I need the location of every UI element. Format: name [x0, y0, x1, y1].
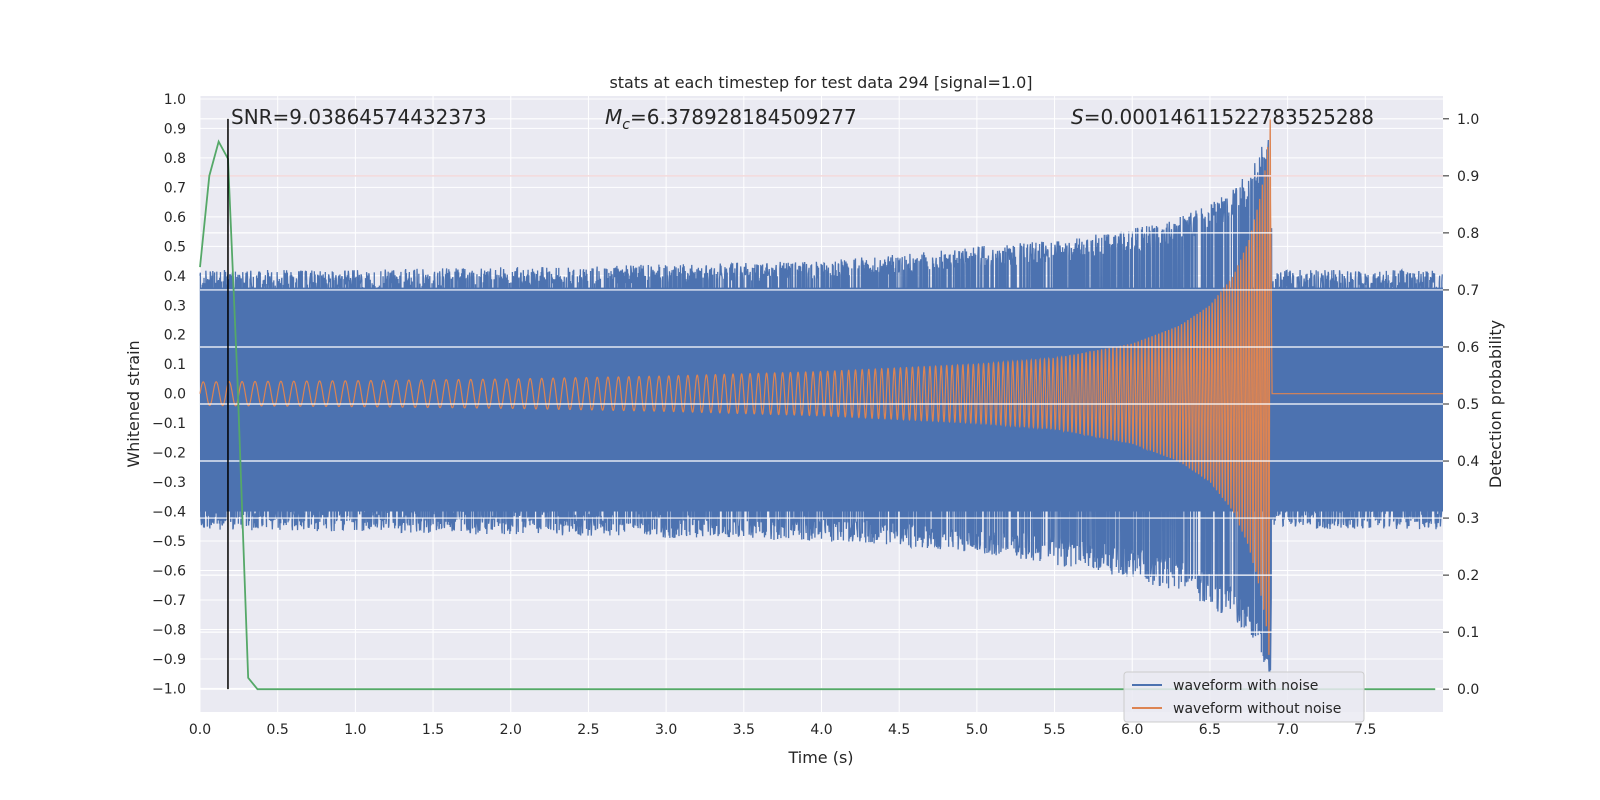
legend-label-noise: waveform with noise: [1173, 678, 1318, 694]
y-right-tick-label: 0.4: [1457, 454, 1479, 470]
chirp-mass-value: =6.378928184509277: [630, 105, 857, 129]
y-left-tick-label: −0.5: [152, 534, 186, 550]
x-axis-label: Time (s): [787, 748, 853, 767]
y-right-tick-label: 0.1: [1457, 625, 1479, 641]
x-tick-label: 3.5: [733, 722, 755, 738]
series-detection-probability: [199, 139, 1436, 691]
legend-box: [1123, 671, 1365, 723]
y-right-tick-label: 0.7: [1457, 283, 1479, 299]
y-left-tick-label: −0.6: [152, 564, 186, 580]
y-right-tick-label: 0.3: [1457, 511, 1479, 527]
y-left-tick-label: −1.0: [152, 681, 186, 697]
y-left-tick-label: 0.5: [164, 239, 186, 255]
legend-label-clean: waveform without noise: [1173, 701, 1341, 717]
x-tick-label: 1.0: [344, 722, 366, 738]
y-left-tick-label: −0.7: [152, 593, 186, 609]
x-tick-label: 5.5: [1043, 722, 1065, 738]
y-left-tick-label: −0.1: [152, 416, 186, 432]
y-left-tick-label: 0.1: [164, 357, 186, 373]
chirp-mass-annotation: Mc=6.378928184509277: [605, 105, 857, 133]
y-left-tick-label: 0.4: [164, 269, 186, 285]
x-tick-label: 6.5: [1199, 722, 1221, 738]
y-left-tick-label: −0.4: [152, 505, 186, 521]
s-annotation: S=0.00014611522783525288: [1071, 105, 1374, 129]
y-left-tick-label: 0.3: [164, 298, 186, 314]
y-left-tick-label: −0.3: [152, 475, 186, 491]
x-tick-label: 2.5: [577, 722, 599, 738]
y-right-tick-label: 0.8: [1457, 226, 1479, 242]
x-tick-label: 2.0: [500, 722, 522, 738]
s-symbol: S: [1071, 105, 1084, 129]
y-right-tick-label: 0.0: [1457, 682, 1479, 698]
x-tick-label: 0.5: [267, 722, 289, 738]
y-axis-label-left: Whitened strain: [124, 340, 143, 467]
y-right-tick-label: 0.9: [1457, 169, 1479, 185]
x-tick-label: 3.0: [655, 722, 677, 738]
legend: waveform with noise waveform without noi…: [1123, 671, 1365, 723]
y-left-tick-label: 0.7: [164, 180, 186, 196]
y-right-tick-label: 0.2: [1457, 568, 1479, 584]
x-tick-label: 4.5: [888, 722, 910, 738]
y-left-tick-label: 0.2: [164, 328, 186, 344]
y-left-tick-label: −0.8: [152, 622, 186, 638]
chart-title: stats at each timestep for test data 294…: [609, 73, 1032, 92]
x-tick-label: 7.0: [1276, 722, 1298, 738]
x-tick-label: 5.0: [966, 722, 988, 738]
y-left-tick-label: 0.8: [164, 151, 186, 167]
chirp-mass-symbol: M: [605, 105, 622, 129]
y-right-tick-label: 0.5: [1457, 397, 1479, 413]
x-tick-label: 1.5: [422, 722, 444, 738]
y-left-tick-label: −0.9: [152, 652, 186, 668]
y-left-tick-label: 0.0: [164, 387, 186, 403]
y-axis-label-right: Detection probability: [1486, 320, 1505, 488]
ticks-layer: 0.0 0.5 1.0 1.5 2.0 2.5 3.0 3.5 4.0 4.5 5.0 5.5 6.0 6…: [152, 92, 1479, 738]
x-tick-label: 4.0: [810, 722, 832, 738]
y-left-tick-label: 0.9: [164, 121, 186, 137]
y-left-tick-label: 0.6: [164, 210, 186, 226]
y-right-tick-label: 1.0: [1457, 112, 1479, 128]
y-right-tick-label: 0.6: [1457, 340, 1479, 356]
y-left-tick-label: −0.2: [152, 446, 186, 462]
x-tick-label: 0.0: [189, 722, 211, 738]
y-left-tick-label: 1.0: [164, 92, 186, 108]
series-layer: [199, 117, 1443, 691]
chirp-mass-subscript: c: [622, 117, 630, 133]
x-tick-label: 6.0: [1121, 722, 1143, 738]
x-tick-label: 7.5: [1354, 722, 1376, 738]
snr-annotation: SNR=9.03864574432373: [231, 105, 487, 129]
s-value: =0.00014611522783525288: [1084, 105, 1374, 129]
series-waveform-with-noise-core-post: [1272, 287, 1443, 512]
